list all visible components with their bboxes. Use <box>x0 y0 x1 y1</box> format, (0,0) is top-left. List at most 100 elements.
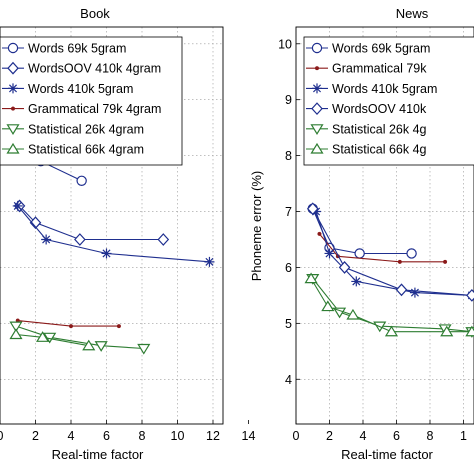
y-tick-label: 10 <box>278 37 292 51</box>
y-tick-label: 6 <box>285 261 292 275</box>
legend-entry-label: WordsOOV 410k 4gram <box>28 62 161 76</box>
data-point <box>76 175 87 186</box>
legend-entry-label: Statistical 66k 4g <box>332 143 427 157</box>
y-tick-label: 9 <box>285 93 292 107</box>
x-tick-label: 4 <box>360 429 367 443</box>
legend-entry-label: Words 410k 5gram <box>332 82 437 96</box>
legend-entry-label: Statistical 26k 4gram <box>28 122 144 136</box>
legend-marker <box>7 42 19 54</box>
data-point <box>440 325 454 337</box>
data-point <box>12 200 23 211</box>
legend-marker <box>7 61 19 75</box>
data-point <box>346 308 360 320</box>
series-line <box>312 208 472 296</box>
plot-frame <box>0 26 224 425</box>
data-point <box>354 248 365 259</box>
data-point <box>116 324 121 329</box>
legend-entry-label: Grammatical 79k <box>332 62 427 76</box>
data-point <box>68 324 74 329</box>
data-point <box>466 289 474 302</box>
x-tick-label: 10 <box>171 429 185 443</box>
series-line <box>15 325 144 350</box>
legend-box <box>0 36 183 166</box>
x-axis-label: Real-time factor <box>52 447 144 462</box>
data-point <box>351 276 362 287</box>
data-point <box>82 339 96 351</box>
data-point <box>409 287 420 298</box>
legend-entry-label: Statistical 66k 4gram <box>28 143 144 157</box>
book-chart: 0 2 4 6 8 10 12 14 Book Real-time factor Words 69k… <box>0 6 255 462</box>
data-point <box>395 283 408 297</box>
x-tick-label: 12 <box>206 429 220 443</box>
series-triangle-up <box>9 328 96 351</box>
legend-entry-label: Grammatical 79k 4gram <box>28 102 161 116</box>
legend: Words 69k 5gram WordsOOV 410k 4gram Words … <box>0 36 183 166</box>
legend-marker <box>10 106 16 111</box>
series-line <box>310 278 472 333</box>
legend-marker <box>6 142 20 154</box>
series-star <box>12 200 215 267</box>
data-point <box>204 256 215 267</box>
data-point <box>384 325 399 337</box>
series-dot <box>317 231 448 264</box>
legend-entry-label: Statistical 26k 4g <box>332 122 427 136</box>
data-point <box>74 233 86 246</box>
data-point <box>9 321 23 333</box>
y-tick-label: 7 <box>285 205 292 219</box>
data-point <box>317 231 322 236</box>
x-tick-label: 2 <box>326 429 333 443</box>
legend-entry-label: Words 69k 5gram <box>332 42 430 56</box>
series-diamond <box>306 202 474 302</box>
data-point <box>397 259 402 264</box>
series-diamond <box>13 199 170 246</box>
legend-entry-label: Words 410k 5gram <box>28 82 133 96</box>
legend-marker <box>310 142 324 154</box>
data-point <box>94 341 108 352</box>
legend-box <box>303 36 474 166</box>
data-point <box>311 206 322 217</box>
chart-title: News <box>396 6 429 21</box>
series-triangle-down <box>9 321 151 355</box>
legend-marker <box>6 124 20 135</box>
x-tick-label: 2 <box>32 429 39 443</box>
data-point <box>101 248 112 259</box>
series-line <box>19 205 164 241</box>
legend-marker <box>311 102 323 115</box>
x-tick-label: 4 <box>68 429 75 443</box>
news-chart: 0 2 4 6 8 1 4 5 6 7 8 9 10 News Real-time factor Phonem… <box>249 6 474 462</box>
chart-title: Book <box>80 6 110 21</box>
data-point <box>406 248 417 259</box>
series-triangle-up <box>304 272 474 337</box>
data-point <box>443 259 448 264</box>
data-point <box>137 343 151 355</box>
data-point <box>157 233 170 246</box>
data-point <box>29 216 42 230</box>
data-point <box>332 307 347 319</box>
y-tick-label: 4 <box>285 373 292 387</box>
data-point <box>306 202 319 216</box>
x-tick-label: 6 <box>103 429 110 443</box>
x-axis-label: Real-time factor <box>341 447 433 462</box>
series-line <box>318 233 446 263</box>
data-point <box>338 261 351 274</box>
legend-marker <box>312 83 322 94</box>
x-tick-label: 8 <box>427 429 434 443</box>
data-point <box>9 328 23 340</box>
legend-marker <box>8 83 18 94</box>
legend: Words 69k 5gram Grammatical 79k Words 410k… <box>303 36 474 166</box>
plot-frame <box>295 26 474 425</box>
legend-marker <box>310 124 324 135</box>
series-line <box>17 205 210 263</box>
data-point <box>36 331 50 342</box>
legend-entry-label: WordsOOV 410k <box>332 102 427 116</box>
data-point <box>321 300 335 312</box>
x-tick-label: 6 <box>393 429 400 443</box>
x-tick-label: 0 <box>0 429 4 443</box>
x-tick-label: 1 <box>460 429 467 443</box>
x-tick-label: 8 <box>139 429 146 443</box>
x-tick-label: 14 <box>242 429 256 443</box>
data-point <box>304 272 318 284</box>
x-tick-label: 0 <box>293 429 300 443</box>
data-point <box>465 325 474 337</box>
